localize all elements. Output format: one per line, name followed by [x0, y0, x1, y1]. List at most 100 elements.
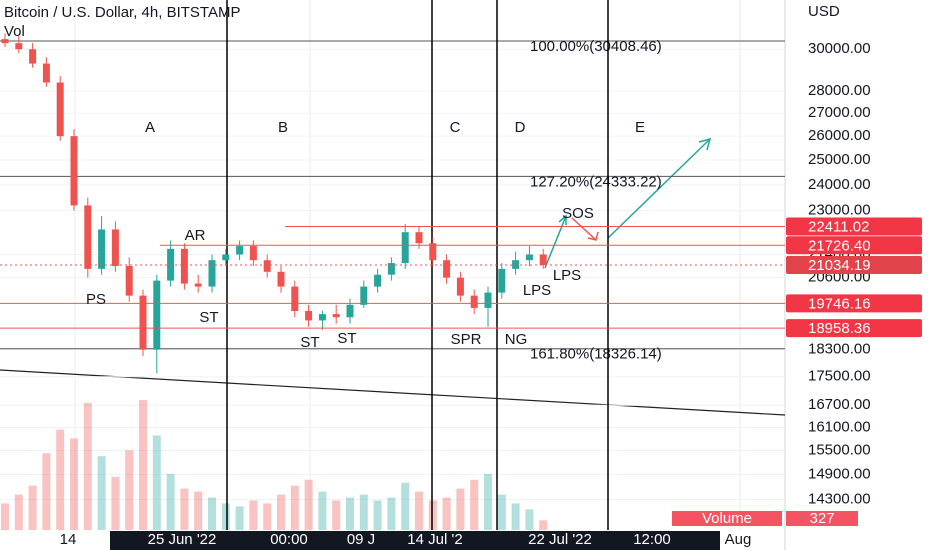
price-badge-label: 22411.02	[808, 218, 869, 235]
volume-bar	[401, 482, 410, 530]
volume-bar	[235, 506, 244, 530]
annotation: LPS	[553, 267, 581, 284]
annotation: NG	[505, 331, 528, 348]
annotation: LPS	[523, 282, 551, 299]
candle-body	[443, 260, 451, 278]
candle-body	[318, 314, 326, 321]
candle-body	[415, 232, 423, 244]
arrow	[544, 215, 567, 269]
candle-body	[180, 248, 188, 284]
volume-bar	[1, 503, 9, 530]
x-tick-label: 25 Jun '22	[148, 531, 217, 548]
volume-value-badge	[786, 511, 858, 526]
candle-body	[15, 43, 23, 50]
x-tick-label: 22 Jul '22	[528, 531, 592, 548]
candle-body	[470, 295, 478, 308]
y-tick-label: 30000.00	[808, 40, 871, 57]
candle-body	[236, 246, 244, 255]
price-badge-label: 21726.40	[808, 237, 871, 254]
annotation: SOS	[562, 205, 594, 222]
y-tick-label: 27000.00	[808, 104, 871, 121]
candle-body	[194, 283, 202, 287]
volume-bar	[456, 488, 465, 530]
candle-body	[84, 205, 92, 269]
y-tick-label: 16100.00	[808, 418, 871, 435]
candle-body	[332, 314, 340, 318]
arrow-head	[558, 214, 567, 225]
volume-bar	[442, 497, 451, 530]
volume-bar	[318, 491, 327, 530]
candle-body	[360, 286, 368, 305]
arrow-head	[587, 231, 599, 241]
candle-body	[346, 304, 354, 318]
volume-bar	[166, 473, 175, 530]
volume-bar	[125, 450, 134, 530]
candle-body	[456, 277, 464, 296]
arrows	[544, 137, 712, 269]
candle-body	[525, 254, 533, 261]
volume-bar	[28, 485, 37, 530]
price-badge	[786, 294, 922, 313]
trend-line	[0, 369, 786, 416]
volume-bar	[304, 479, 313, 530]
volume-bar	[83, 402, 92, 530]
y-tick-label: 16700.00	[808, 396, 871, 413]
price-badge	[786, 236, 922, 255]
arrow	[607, 138, 711, 239]
candle-body	[387, 263, 395, 275]
candle-body	[208, 260, 216, 287]
y-tick-label: 14900.00	[808, 465, 871, 482]
candle-body	[263, 260, 271, 272]
volume-bar	[497, 494, 506, 530]
volume-value-label: 327	[809, 510, 834, 527]
candle-body	[1, 39, 9, 44]
price-badge	[786, 255, 922, 274]
phase-label: E	[635, 119, 645, 136]
volume-bar	[290, 485, 299, 530]
phase-label: A	[145, 119, 155, 136]
subtitle: Vol	[4, 23, 25, 40]
arrow-head	[698, 137, 712, 151]
candle-body	[29, 49, 37, 64]
volume-badge	[672, 511, 782, 526]
arrow	[571, 217, 597, 241]
candle-body	[56, 82, 64, 137]
y-tick-label: 28000.00	[808, 82, 871, 99]
volume-bar	[263, 503, 272, 530]
price-badge-label: 19746.16	[808, 295, 871, 312]
candle-body	[153, 280, 161, 350]
x-tick-label: 12:00	[633, 531, 671, 548]
candle-body	[249, 246, 257, 261]
annotation: ST	[300, 334, 319, 351]
candle-body	[429, 243, 437, 261]
volume-bar	[97, 456, 106, 530]
x-tick-label: 14 Jul '2	[407, 531, 462, 548]
candle-body	[70, 136, 78, 206]
annotation: AR	[185, 227, 206, 244]
phase-label: C	[450, 119, 461, 136]
volume-bar	[511, 503, 520, 530]
candle-body	[111, 229, 119, 266]
candle-body	[305, 311, 313, 321]
volume-bar	[525, 509, 534, 530]
volume-bar	[208, 497, 216, 530]
volume-bar	[139, 400, 147, 530]
volume-badge-label: Volume	[702, 510, 752, 527]
x-tick-label: 00:00	[270, 531, 308, 548]
y-tick-label: 15500.00	[808, 441, 871, 458]
candle-body	[374, 274, 382, 287]
time-crosshair-bar	[110, 531, 720, 550]
x-tick-label: 14	[60, 531, 77, 548]
phase-label: D	[515, 119, 526, 136]
title: Bitcoin / U.S. Dollar, 4h, BITSTAMP	[4, 4, 240, 21]
y-tick-label: 24000.00	[808, 176, 871, 193]
volume-bar	[373, 500, 382, 530]
x-tick-label: Aug	[725, 531, 752, 548]
candle-body	[125, 265, 133, 296]
volume-bar	[194, 491, 203, 530]
fib-label: 100.00%(30408.46)	[530, 38, 662, 55]
currency: USD	[808, 3, 840, 20]
candle-body	[98, 229, 106, 269]
volume-bar	[277, 494, 285, 530]
candle-body	[401, 232, 409, 264]
